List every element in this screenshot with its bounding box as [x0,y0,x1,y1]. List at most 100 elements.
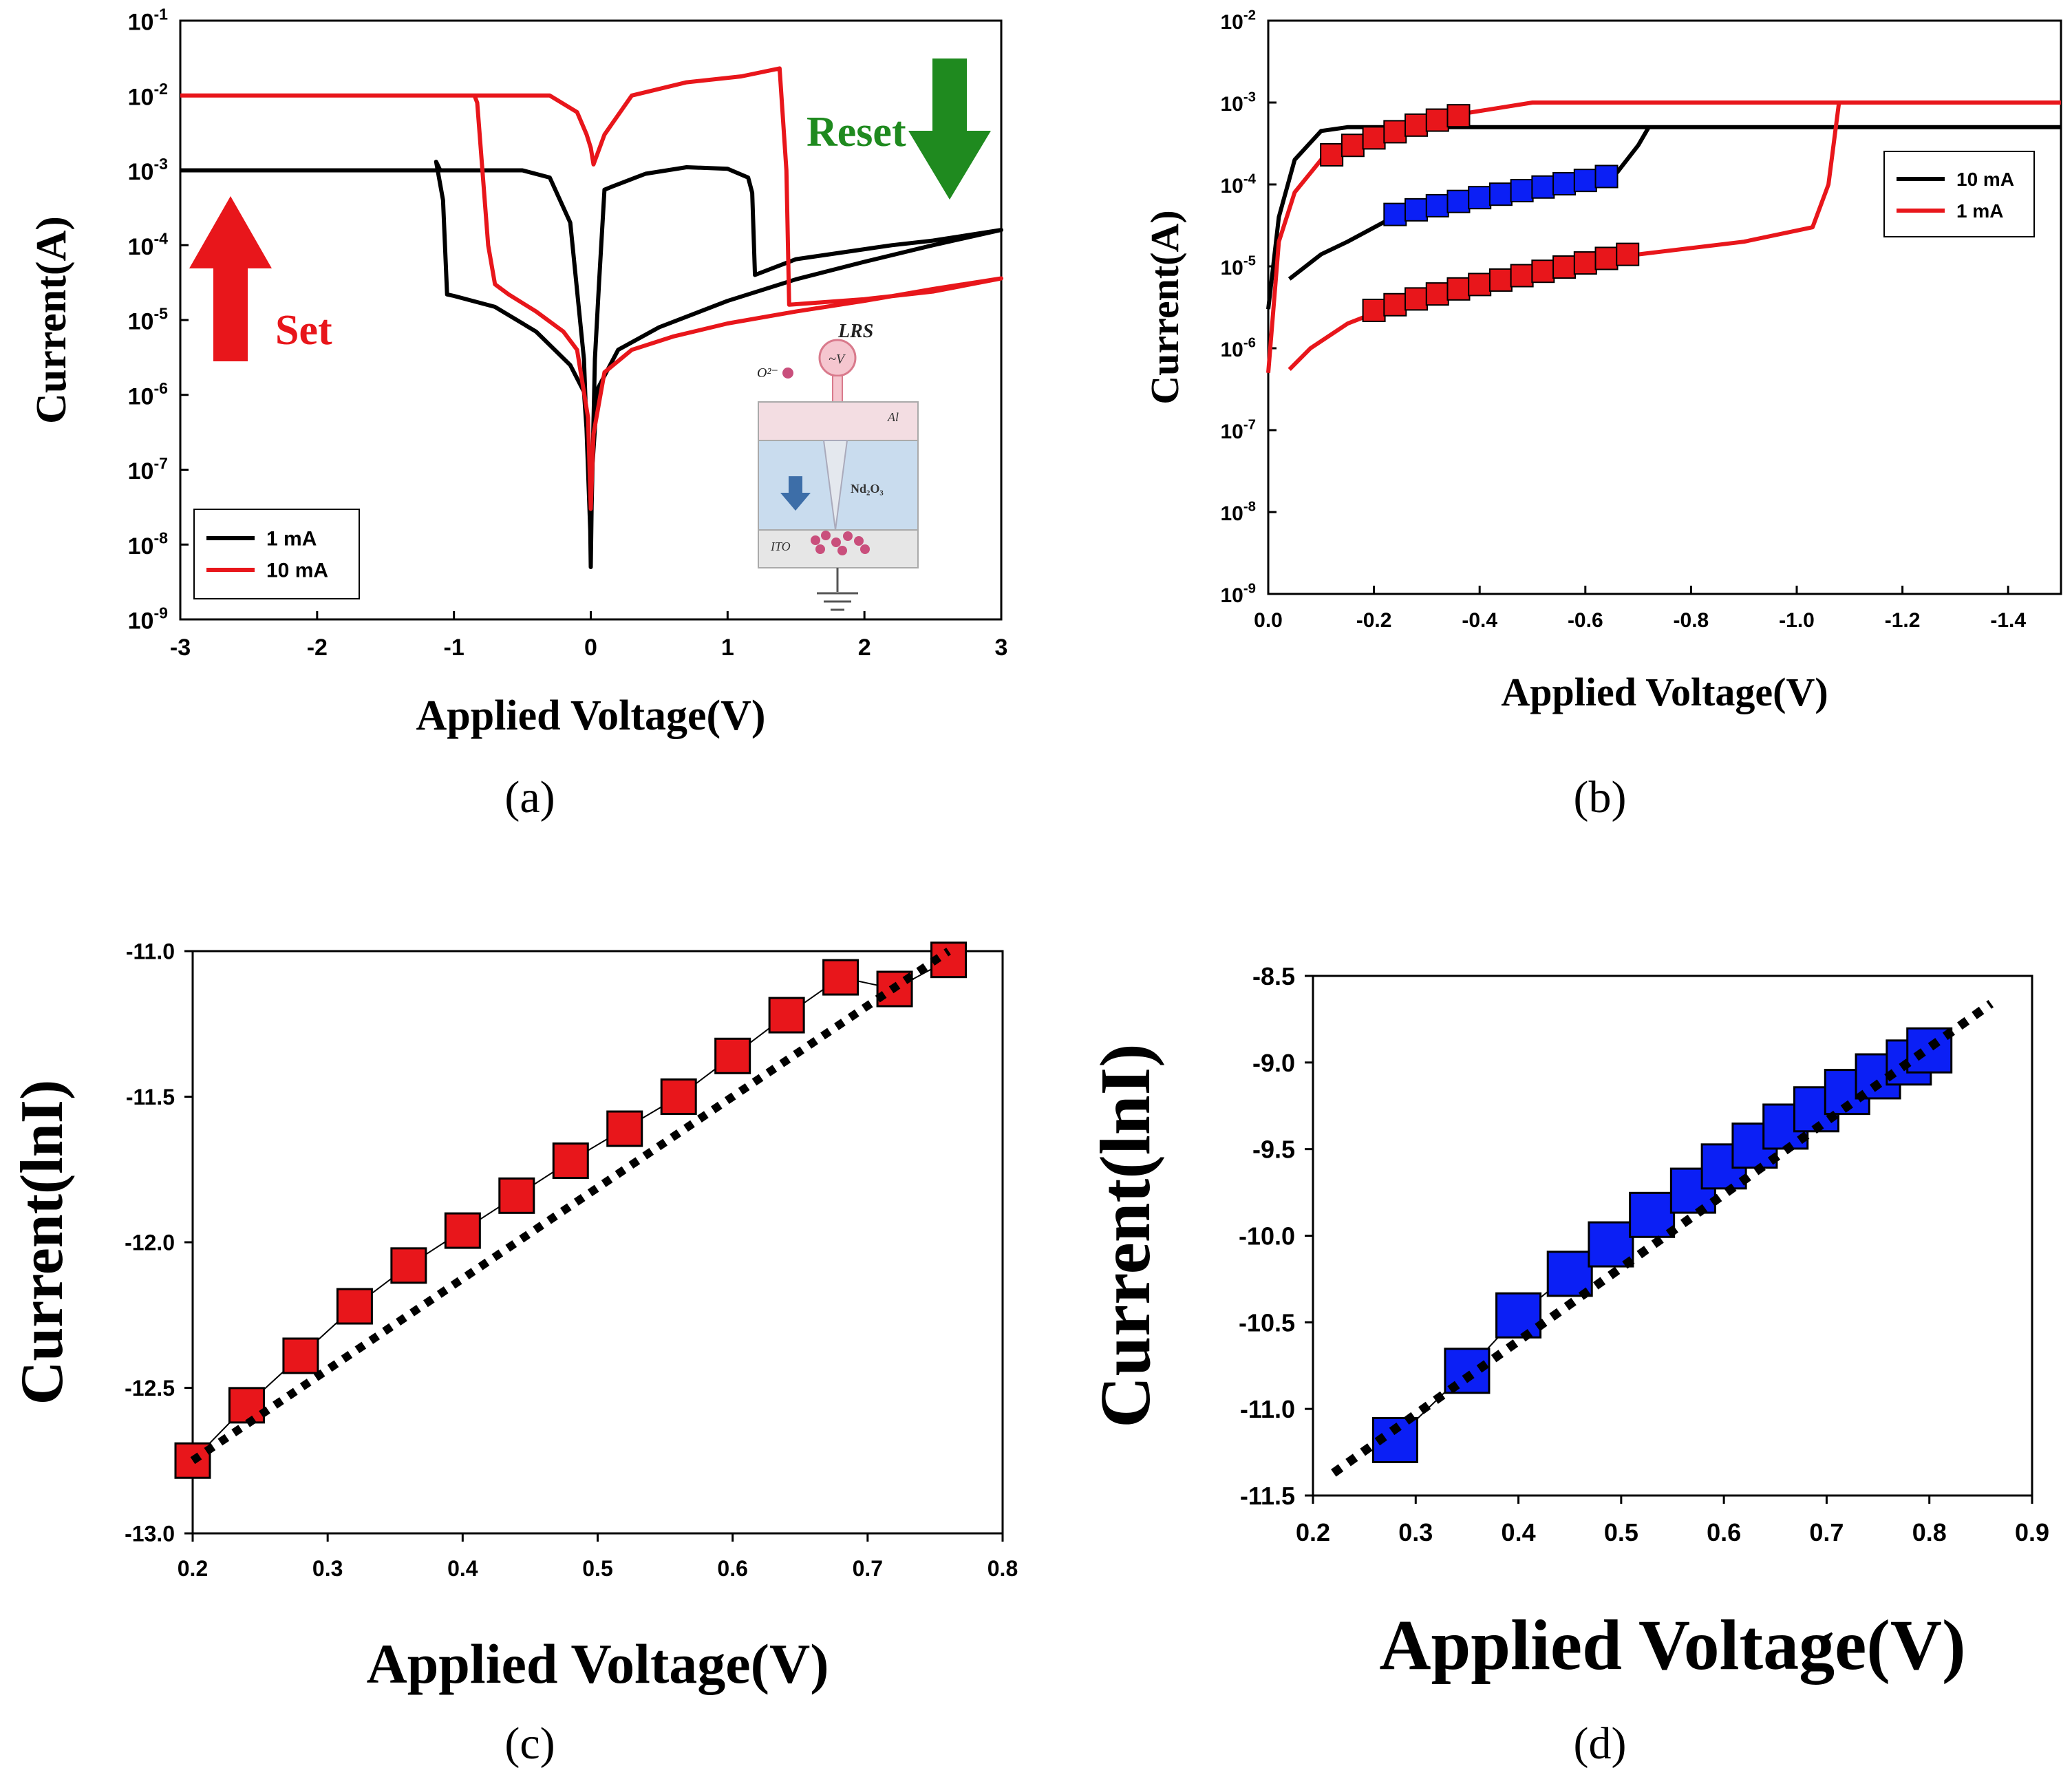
reset-label: Reset [807,109,906,156]
x-axis-label: Applied Voltage(V) [416,692,765,739]
legend: 1 mA 10 mA [193,509,360,599]
oxygen-ion-label: O²⁻ [757,365,778,381]
y-tick-label: -11.0 [1240,1395,1295,1423]
x-tick-label: 3 [995,635,1008,661]
x-tick-label: -1.2 [1885,609,1921,632]
legend-label: 10 mA [266,560,328,582]
data-point [822,959,859,996]
data-point [1488,268,1513,292]
y-tick-label: -10.5 [1239,1308,1295,1337]
chart-a: -3 -2 -1 0 1 2 3 10-9 10-8 10-7 10-6 10-5 10-4 10-3 10… [28,5,1007,739]
x-axis-label: Applied Voltage(V) [1379,1606,1965,1685]
x-tick-label: 0.5 [1604,1518,1638,1546]
x-tick-label: 0.8 [987,1556,1018,1581]
data-point [1594,246,1619,270]
y-tick-label: 10-2 [1220,8,1256,34]
data-point [1425,108,1449,132]
data-point [336,1288,373,1325]
x-tick-label: 0.6 [717,1556,747,1581]
data-point [1488,182,1513,206]
x-tick-label: 0.3 [312,1556,343,1581]
data-point [1383,202,1407,226]
x-tick-label: 0.3 [1398,1518,1433,1546]
y-tick-label: -11.5 [126,1085,175,1109]
legend-box [193,509,360,599]
x-tick-label: 0.7 [853,1556,883,1581]
data-point [1510,264,1534,288]
data-point [714,1037,751,1074]
y-tick-label: 10-1 [128,5,169,35]
y-tick-label: -12.5 [125,1376,175,1401]
inset-title: LRS [837,321,873,342]
data-point [1341,134,1365,158]
y-tick-label: 10-2 [128,80,168,110]
data-point [1405,287,1429,311]
data-point [1573,169,1597,193]
set-annotation: Set [189,196,332,361]
fit-line [1331,999,1994,1477]
y-tick-label: -11.5 [1240,1482,1295,1510]
y-tick-label: -9.0 [1252,1049,1295,1077]
x-tick-label: -1.0 [1779,609,1815,632]
legend: 10 mA 1 mA [1883,151,2035,237]
ito-layer-label: ITO [770,540,791,553]
x-tick-label: -0.2 [1356,609,1392,632]
y-tick-label: 10-9 [1220,582,1256,608]
y-tick-label: 10-9 [128,604,168,634]
x-tick-label: 0.5 [582,1556,612,1581]
fit-line [190,948,951,1465]
y-tick-label: 10-4 [128,230,169,260]
chart-b: 0.0 -0.2 -0.4 -0.6 -0.8 -1.0 -1.2 -1.4 10-9 10-8 1… [1142,8,2062,714]
data-point [1320,142,1344,167]
y-tick-label: 10-3 [128,155,169,185]
data-point [228,1387,265,1424]
data-point [1531,175,1555,199]
data-point [1383,120,1407,144]
x-tick-label: 0.7 [1809,1518,1844,1546]
data-point [768,997,805,1034]
x-tick-label: 0.8 [1912,1518,1947,1546]
data-point [606,1110,643,1147]
data-point [1468,273,1492,297]
y-tick-label: 10-5 [1220,254,1256,280]
data-point [1616,242,1640,266]
y-tick-label: 10-8 [1220,500,1256,526]
data-point [444,1212,481,1249]
y-tick-label: 10-7 [1220,418,1256,444]
y-axis-label: Current(lnI) [9,1080,76,1405]
data-point [1405,198,1429,222]
data-point [1405,113,1429,137]
chart-d: 0.2 0.3 0.4 0.5 0.6 0.7 0.8 0.9 -11.5 -11.0 -10.5 -… [1086,962,2049,1685]
x-tick-label: -3 [170,635,191,661]
y-tick-label: -12.0 [125,1231,175,1255]
panel-label-c: (c) [504,1719,555,1769]
al-layer [758,401,919,441]
data-point [1425,282,1449,306]
legend-label: 1 mA [1956,200,2003,222]
legend-label: 1 mA [266,528,317,551]
data-point [1573,251,1597,275]
data-point [282,1337,319,1374]
plot-frame [191,950,1004,1535]
voltage-source-label: ~V [829,352,846,367]
series-line [180,66,1003,511]
x-tick-label: 0.9 [2015,1518,2049,1546]
y-tick-label: 10-6 [1220,336,1256,362]
y-tick-label: 10-5 [128,304,169,334]
y-tick-label: -13.0 [125,1522,175,1546]
oxygen-ion-icon [782,368,793,379]
data-point [1531,259,1555,284]
set-label: Set [275,307,332,354]
x-tick-label: 0.0 [1254,609,1283,632]
data-point [1446,277,1471,301]
series-line [180,160,1003,569]
data-point [1552,171,1577,195]
y-tick-label: -8.5 [1252,962,1295,990]
legend-label: 10 mA [1956,169,2014,190]
x-tick-label: -1 [444,635,464,661]
data-point [660,1078,697,1115]
data-point [1362,126,1386,150]
data-point [1906,1027,1953,1074]
y-tick-label: -10.0 [1239,1222,1295,1250]
